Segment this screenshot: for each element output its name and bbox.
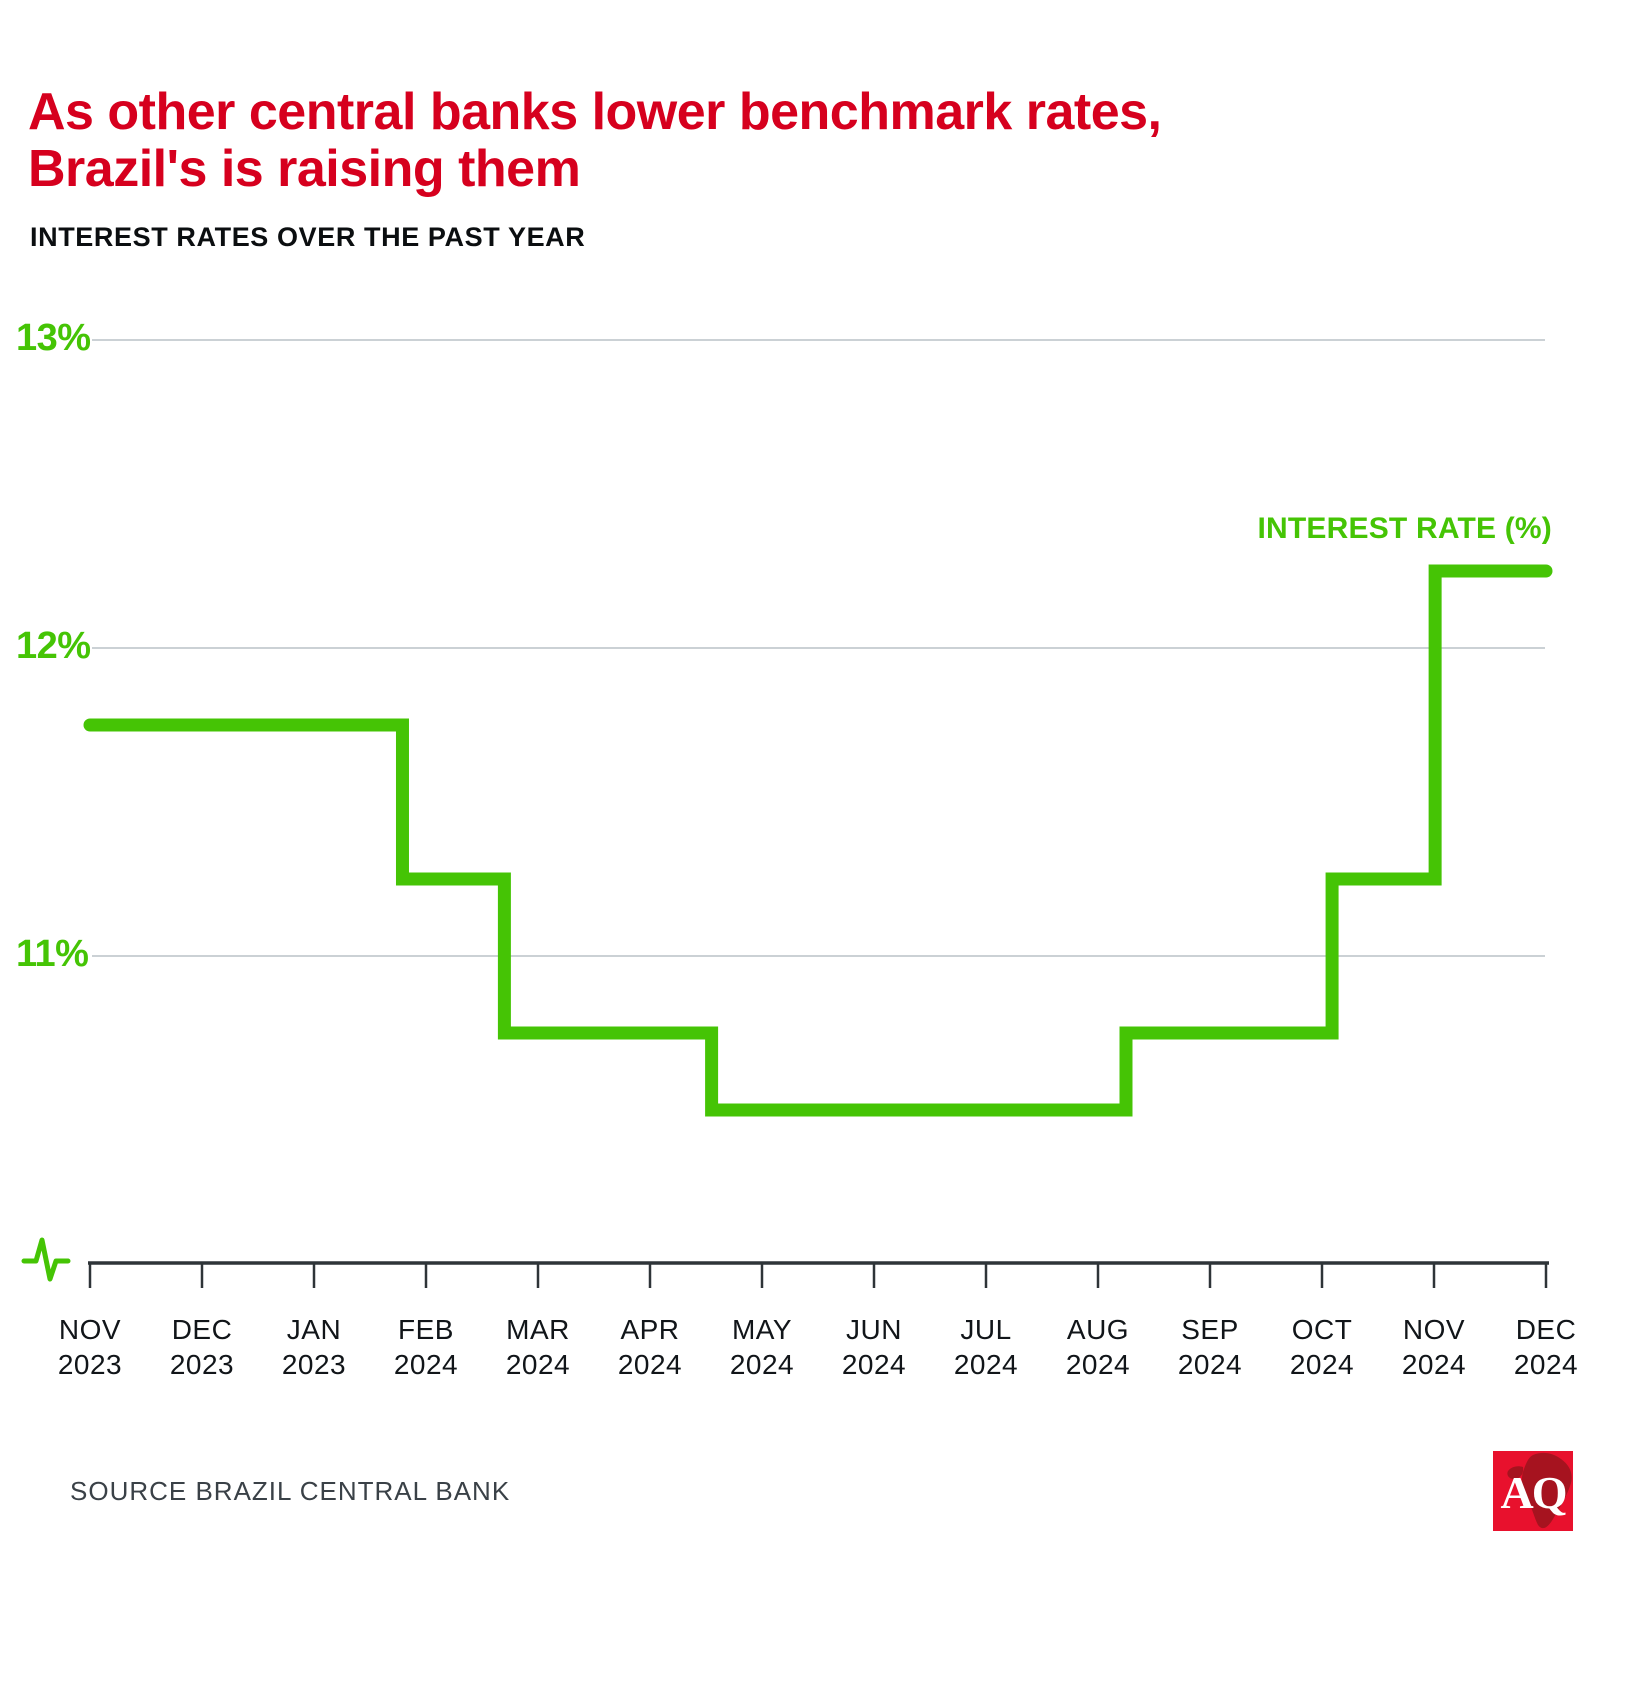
x-axis-label-DEC-2023: DEC 2023: [140, 1312, 264, 1382]
year-text: 2024: [729, 1349, 795, 1380]
south-america-silhouette-icon: [1507, 1452, 1572, 1529]
chart-title-line1: As other central banks lower benchmark r…: [28, 83, 1162, 141]
year-text: 2024: [1065, 1349, 1131, 1380]
month-text: MAR: [506, 1314, 570, 1345]
month-text: DEC: [1515, 1314, 1577, 1345]
x-axis-label-NOV-2024: NOV 2024: [1372, 1312, 1496, 1382]
axis-break-pulse-icon: [21, 1237, 71, 1282]
month-text: DEC: [171, 1314, 233, 1345]
x-axis-label-APR-2024: APR 2024: [588, 1312, 712, 1382]
aq-logo-text: AQ: [1500, 1466, 1568, 1518]
y-axis-label-11%: 11%: [16, 932, 89, 975]
month-text: SEP: [1181, 1314, 1239, 1345]
x-axis-label-MAR-2024: MAR 2024: [476, 1312, 600, 1382]
x-axis-label-FEB-2024: FEB 2024: [364, 1312, 488, 1382]
year-text: 2024: [505, 1349, 571, 1380]
series-legend-label: INTEREST RATE (%): [1257, 512, 1552, 545]
y-axis-label-12%: 12%: [16, 624, 91, 667]
chart-title: As other central banks lower benchmark r…: [28, 83, 1162, 198]
year-text: 2023: [169, 1349, 235, 1380]
x-axis-label-JUL-2024: JUL 2024: [924, 1312, 1048, 1382]
year-text: 2024: [953, 1349, 1019, 1380]
year-text: 2024: [393, 1349, 459, 1380]
x-axis-label-DEC-2024: DEC 2024: [1484, 1312, 1608, 1382]
year-text: 2023: [281, 1349, 347, 1380]
month-text: MAY: [731, 1314, 793, 1345]
month-text: FEB: [398, 1314, 454, 1345]
x-axis-label-OCT-2024: OCT 2024: [1260, 1312, 1384, 1382]
month-text: AUG: [1066, 1314, 1130, 1345]
month-text: JUL: [960, 1314, 1012, 1345]
year-text: 2024: [841, 1349, 907, 1380]
interest-rate-step-line: [83, 564, 1553, 1117]
month-text: OCT: [1291, 1314, 1353, 1345]
month-text: NOV: [1402, 1314, 1466, 1345]
x-axis-label-AUG-2024: AUG 2024: [1036, 1312, 1160, 1382]
y-axis-label-13%: 13%: [16, 316, 91, 359]
x-axis-label-JUN-2024: JUN 2024: [812, 1312, 936, 1382]
year-text: 2024: [1513, 1349, 1579, 1380]
source-note: SOURCE BRAZIL CENTRAL BANK: [70, 1476, 511, 1506]
year-text: 2024: [1177, 1349, 1243, 1380]
month-text: NOV: [58, 1314, 122, 1345]
x-axis-label-MAY-2024: MAY 2024: [700, 1312, 824, 1382]
month-text: JAN: [286, 1314, 342, 1345]
chart-title-line2: Brazil's is raising them: [28, 140, 581, 198]
month-text: APR: [620, 1314, 680, 1345]
x-axis-label-NOV-2023: NOV 2023: [28, 1312, 152, 1382]
x-axis-label-JAN-2023: JAN 2023: [252, 1312, 376, 1382]
x-axis-label-SEP-2024: SEP 2024: [1148, 1312, 1272, 1382]
year-text: 2024: [1289, 1349, 1355, 1380]
chart-subtitle: INTEREST RATES OVER THE PAST YEAR: [30, 222, 586, 252]
year-text: 2024: [617, 1349, 683, 1380]
aq-logo: AQ: [1493, 1451, 1573, 1531]
year-text: 2023: [57, 1349, 123, 1380]
year-text: 2024: [1401, 1349, 1467, 1380]
month-text: JUN: [846, 1314, 902, 1345]
